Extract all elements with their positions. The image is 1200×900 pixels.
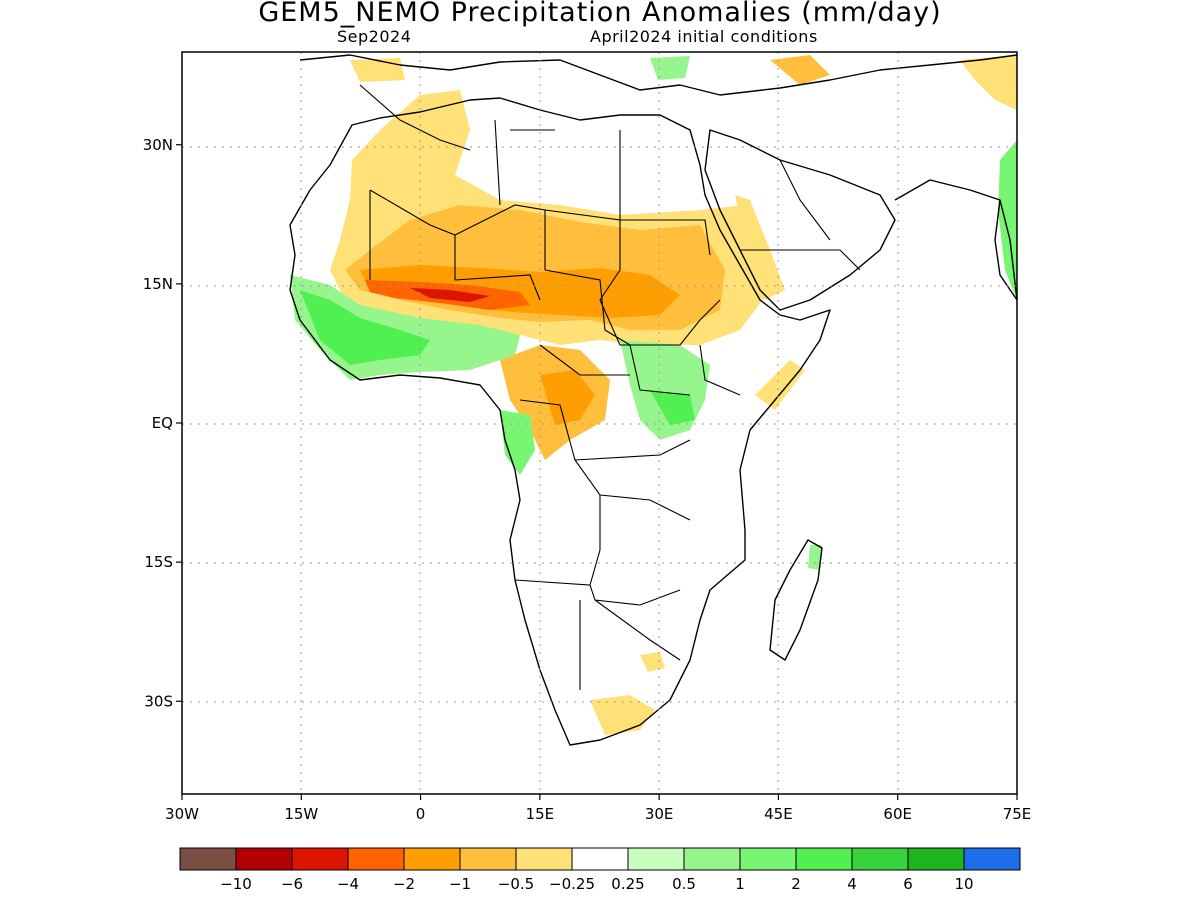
lon-tick-label: 0 <box>416 805 426 823</box>
wet-anomaly-madagascar <box>808 545 822 570</box>
arabia-coastline <box>704 129 896 311</box>
lat-tick-label: 15S <box>144 553 173 571</box>
colorbar-swatch <box>291 847 349 871</box>
wet-anomaly-balkans <box>650 56 690 80</box>
colorbar-swatch <box>907 847 965 871</box>
colorbar-label: 6 <box>903 875 913 893</box>
map-title: GEM5_NEMO Precipitation Anomalies (mm/da… <box>258 0 942 28</box>
colorbar-label: 0.25 <box>611 875 644 893</box>
colorbar-label: 4 <box>847 875 857 893</box>
asia-coastline <box>894 179 1017 301</box>
colorbar-label: −0.25 <box>549 875 595 893</box>
dry-anomaly-south-africa-east <box>640 652 665 672</box>
map-area <box>182 52 1017 794</box>
lon-tick-label: 75E <box>1003 805 1032 823</box>
wet-anomaly-west-africa-strong <box>300 290 430 365</box>
colorbar-swatch <box>795 847 853 871</box>
colorbar-swatch <box>851 847 909 871</box>
colorbar-label: −1 <box>449 875 471 893</box>
colorbar-label: −10 <box>220 875 252 893</box>
dry-anomaly-southern-africa <box>590 695 655 735</box>
lat-tick-label: 15N <box>143 275 173 293</box>
dry-anomaly-red-sea <box>735 195 785 300</box>
colorbar-swatch <box>515 847 573 871</box>
dry-anomaly-central-asia <box>960 55 1017 110</box>
colorbar-label: 0.5 <box>672 875 696 893</box>
lat-tick-label: 30S <box>144 692 173 710</box>
colorbar-label: −0.5 <box>498 875 534 893</box>
colorbar-swatch <box>235 847 293 871</box>
wet-anomaly-gabon <box>500 410 535 475</box>
colorbar-swatch <box>403 847 461 871</box>
colorbar-label: −2 <box>393 875 415 893</box>
dry-anomaly-core-red <box>410 288 490 302</box>
india-coastline <box>994 199 1017 301</box>
colorbar-label: −6 <box>281 875 303 893</box>
lon-tick-label: 60E <box>883 805 912 823</box>
colorbar-swatch <box>459 847 517 871</box>
madagascar-coastline <box>769 539 823 661</box>
lon-tick-label: 30E <box>645 805 674 823</box>
lat-tick-label: 30N <box>143 136 173 154</box>
lon-tick-label: 15W <box>284 805 318 823</box>
dry-anomaly-turkey <box>770 55 830 85</box>
colorbar-label: 10 <box>954 875 973 893</box>
colorbar-swatch <box>627 847 685 871</box>
europe-coastline <box>299 54 1017 96</box>
latitude-axis: 30N 15N EQ 15S 30S <box>143 136 182 710</box>
colorbar-label: −4 <box>337 875 359 893</box>
lon-tick-label: 15E <box>526 805 555 823</box>
dry-anomaly-sahel-strong <box>360 265 680 318</box>
colorbar-swatch <box>739 847 797 871</box>
colorbar: −10 −6 −4 −2 −1 −0.5 −0.25 0.25 0.5 1 2 4 6 10 <box>179 847 1021 893</box>
forecast-month: Sep2024 <box>337 27 412 46</box>
dry-anomaly-iberia <box>350 58 405 82</box>
wet-anomaly-east-africa-strong <box>650 390 695 425</box>
dry-anomaly-central-africa-core <box>540 370 595 425</box>
africa-coastline <box>289 97 831 746</box>
lon-tick-label: 30W <box>165 805 199 823</box>
longitude-axis: 30W 15W 0 15E 30E 45E 60E 75E <box>165 794 1031 823</box>
wet-anomaly-east-africa <box>620 340 710 440</box>
lon-tick-label: 45E <box>764 805 793 823</box>
colorbar-swatch <box>683 847 741 871</box>
lat-tick-label: EQ <box>152 414 173 432</box>
colorbar-swatch <box>963 847 1021 871</box>
colorbar-label: 2 <box>791 875 801 893</box>
coastlines <box>289 54 1017 746</box>
dry-anomaly-horn <box>755 360 805 410</box>
colorbar-swatch <box>179 847 237 871</box>
anomaly-field <box>290 55 1017 735</box>
gridlines <box>182 52 1017 794</box>
colorbar-swatch <box>347 847 405 871</box>
country-borders <box>359 84 861 690</box>
colorbar-swatch <box>571 847 629 871</box>
colorbar-label: 1 <box>735 875 745 893</box>
initial-conditions-label: April2024 initial conditions <box>590 27 818 46</box>
